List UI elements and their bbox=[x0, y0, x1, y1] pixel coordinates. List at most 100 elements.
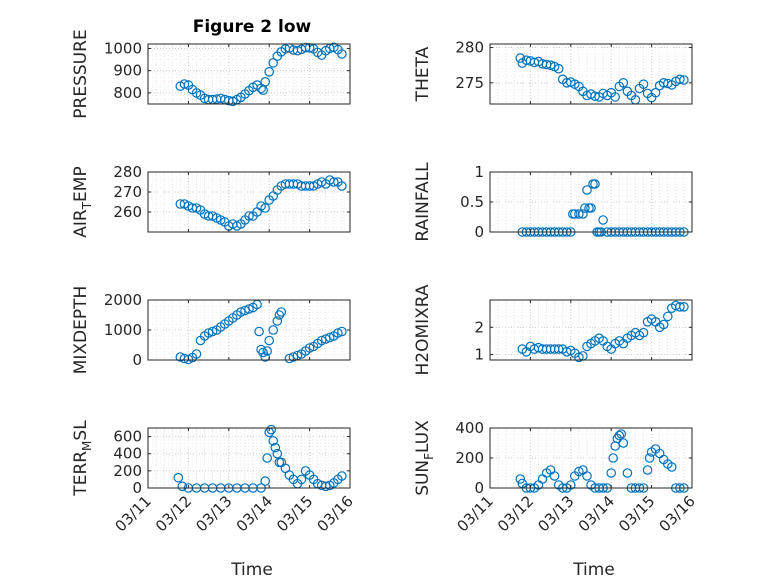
x-tick-label: 03/13 bbox=[192, 492, 235, 535]
data-point bbox=[618, 438, 629, 448]
data-point bbox=[284, 353, 295, 364]
data-point bbox=[337, 49, 347, 59]
data-point bbox=[266, 424, 276, 435]
ylabel-pressure: PRESSURE bbox=[71, 29, 91, 118]
data-point bbox=[679, 75, 689, 85]
subplot-pressure: 800 900 1000 PRESSURE bbox=[71, 29, 351, 119]
data-point bbox=[244, 304, 254, 314]
ylabel-main: SUN bbox=[413, 460, 433, 496]
data-point bbox=[675, 74, 685, 85]
y-tick-label: 260 bbox=[113, 203, 142, 221]
data-point bbox=[260, 203, 270, 213]
data-point bbox=[650, 87, 661, 98]
subplot-h2omixra: 1 2 H2OMIXRA bbox=[413, 284, 693, 376]
series-points bbox=[175, 175, 347, 231]
data-point bbox=[622, 468, 633, 478]
x-tick-label: 03/11 bbox=[112, 492, 155, 535]
xlabel-right: Time bbox=[572, 560, 615, 580]
subplot-rainfall: 0 0.5 1 RAINFALL bbox=[413, 162, 693, 242]
data-point bbox=[590, 179, 600, 189]
data-point bbox=[244, 211, 254, 221]
axes-box bbox=[147, 427, 351, 489]
y-tick-label: 280 bbox=[455, 39, 484, 57]
ylabel-main: TERR bbox=[71, 451, 91, 497]
y-tick-label: 2 bbox=[474, 318, 484, 336]
data-point bbox=[264, 335, 274, 346]
series-points bbox=[175, 42, 347, 107]
data-point bbox=[262, 453, 272, 463]
data-point bbox=[515, 474, 526, 484]
ylabel-rest: LUX bbox=[413, 420, 433, 453]
data-point bbox=[316, 335, 327, 346]
data-point bbox=[328, 177, 339, 187]
data-point bbox=[274, 310, 285, 320]
data-point bbox=[658, 319, 669, 330]
data-point bbox=[179, 79, 190, 89]
data-point bbox=[545, 60, 556, 70]
data-point bbox=[254, 326, 264, 337]
data-point bbox=[337, 181, 347, 191]
data-point bbox=[240, 305, 250, 316]
xlabel-left: Time bbox=[230, 560, 273, 580]
ylabel-main: AIR bbox=[71, 209, 91, 238]
axes-box bbox=[489, 43, 693, 105]
y-tick-label: 400 bbox=[113, 445, 142, 463]
axes-box bbox=[147, 171, 351, 233]
y-tick-label: 800 bbox=[113, 84, 142, 102]
x-tick-label: 03/16 bbox=[314, 492, 357, 535]
y-tick-label: 0 bbox=[474, 479, 484, 497]
data-point bbox=[616, 429, 627, 439]
series-points bbox=[517, 300, 689, 363]
data-point bbox=[177, 481, 188, 492]
ylabel-sun-flux: SUNFLUX bbox=[413, 420, 436, 496]
data-point bbox=[586, 203, 596, 213]
ylabel-rainfall: RAINFALL bbox=[413, 162, 433, 242]
data-point bbox=[270, 442, 281, 453]
y-tick-label: 275 bbox=[455, 74, 484, 92]
data-point bbox=[337, 326, 347, 337]
data-point bbox=[207, 326, 218, 337]
data-point bbox=[638, 327, 649, 338]
x-tick-label: 03/16 bbox=[656, 492, 699, 535]
x-tick-label: 03/11 bbox=[454, 492, 497, 535]
data-point bbox=[598, 215, 608, 225]
y-tick-label: 270 bbox=[113, 183, 142, 201]
data-point bbox=[590, 91, 600, 101]
y-tick-label: 200 bbox=[455, 449, 484, 467]
data-point bbox=[580, 203, 590, 213]
data-point bbox=[565, 480, 576, 490]
data-point bbox=[324, 332, 335, 343]
data-point bbox=[260, 476, 270, 486]
x-tick-label: 03/15 bbox=[273, 492, 316, 535]
axes-box bbox=[489, 299, 693, 361]
data-point bbox=[256, 344, 266, 355]
data-point bbox=[203, 328, 214, 338]
x-tick-label: 03/14 bbox=[233, 492, 276, 535]
data-point bbox=[320, 334, 331, 344]
y-tick-label: 1000 bbox=[104, 39, 142, 57]
data-point bbox=[614, 430, 625, 441]
y-tick-label: 0 bbox=[132, 479, 142, 497]
y-tick-label: 900 bbox=[113, 62, 142, 80]
data-point bbox=[549, 471, 560, 481]
y-tick-label: 280 bbox=[113, 163, 142, 181]
ylabel-subscript: F bbox=[422, 453, 436, 460]
data-point bbox=[276, 307, 287, 317]
data-point bbox=[173, 472, 184, 483]
data-point bbox=[268, 325, 278, 335]
ylabel-h2omixra: H2OMIXRA bbox=[413, 284, 433, 375]
data-point bbox=[582, 471, 592, 481]
ylabel-rest: EMP bbox=[71, 166, 91, 202]
y-tick-label: 200 bbox=[113, 462, 142, 480]
data-point bbox=[578, 209, 588, 219]
y-tick-label: 1000 bbox=[104, 321, 142, 339]
ylabel-terr-msl: TERRMSL bbox=[71, 420, 94, 497]
data-point bbox=[638, 79, 649, 89]
y-tick-label: 1 bbox=[474, 346, 484, 364]
x-tick-label: 03/15 bbox=[615, 492, 658, 535]
x-tick-label: 03/12 bbox=[494, 492, 537, 535]
data-point bbox=[574, 352, 584, 363]
